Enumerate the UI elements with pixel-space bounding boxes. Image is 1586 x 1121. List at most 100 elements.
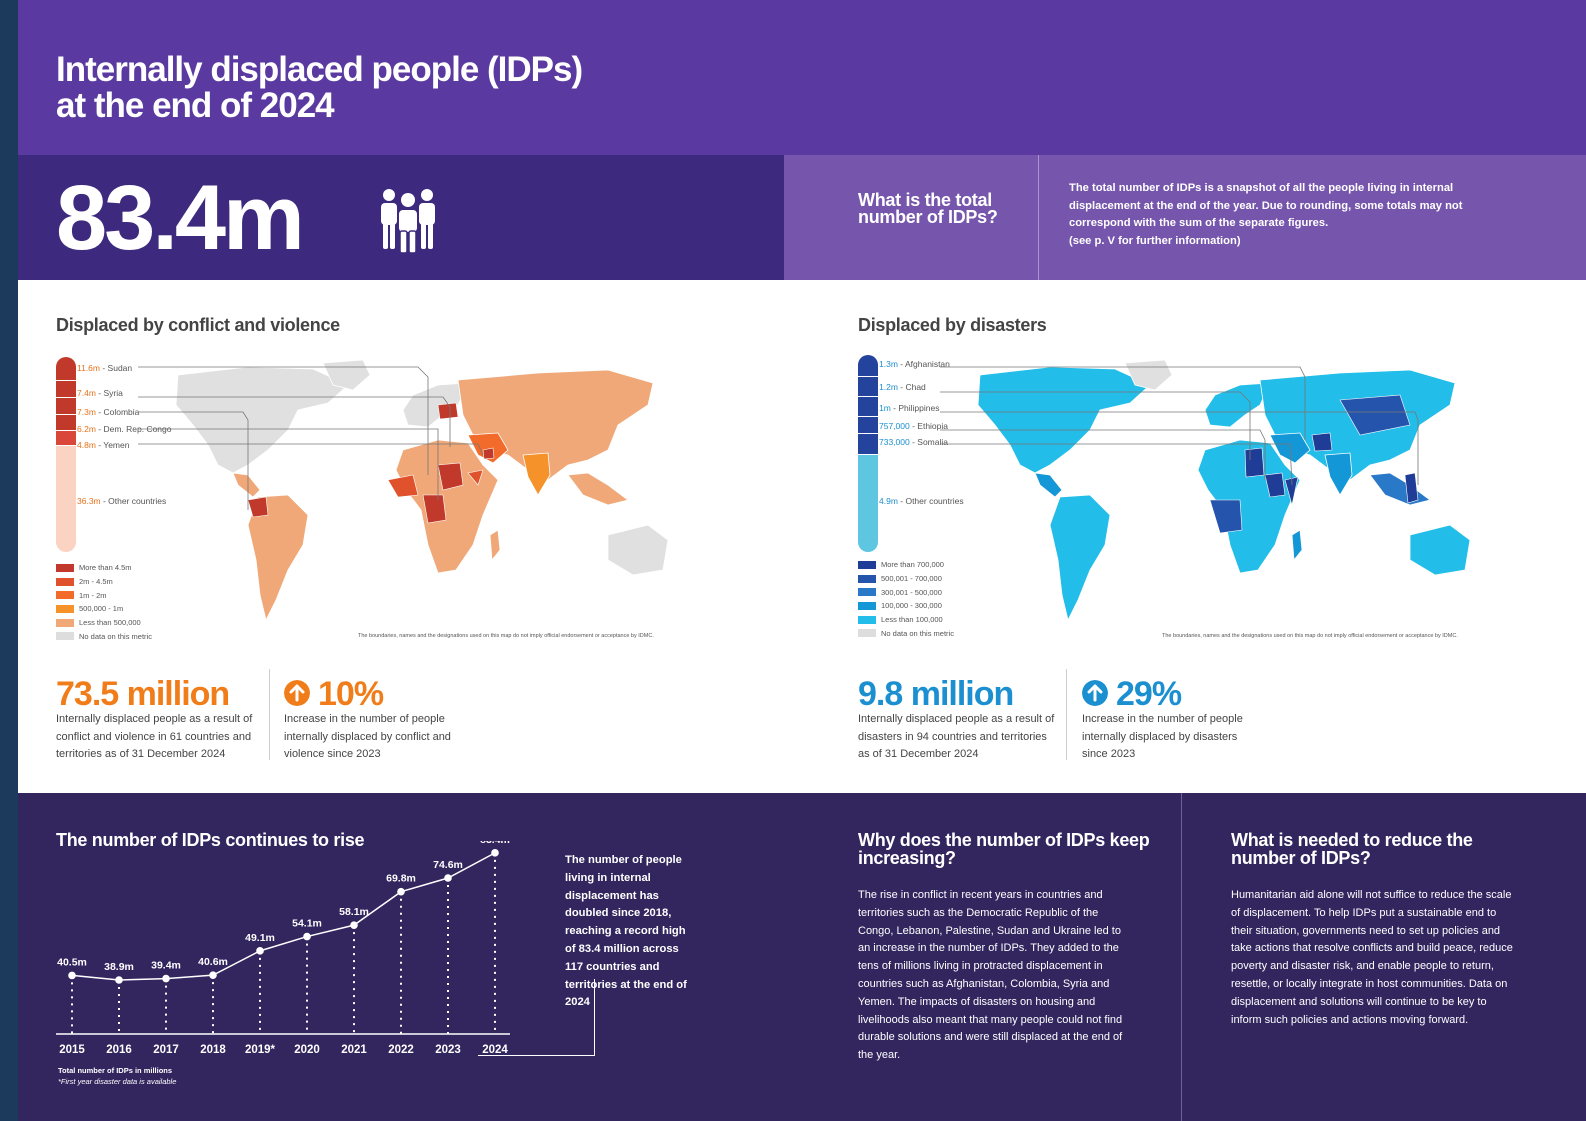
- map-leader-line-2: [940, 411, 1419, 485]
- callout-value: 4.8m: [77, 440, 96, 450]
- conflict-stack-drc: [56, 415, 76, 431]
- legend-swatch: [56, 604, 74, 613]
- arrow-up-icon: [284, 680, 310, 706]
- callout-value: 1.3m: [879, 359, 898, 369]
- legend-label: 500,001 - 700,000: [881, 574, 942, 584]
- callout-disasters-5: 4.9m - Other countries: [879, 496, 964, 506]
- map-region-namerica: [977, 366, 1151, 474]
- disasters-change-text: Increase in the number of people interna…: [1082, 713, 1243, 760]
- legend-item: 1m - 2m: [56, 588, 152, 602]
- legend-swatch: [858, 615, 876, 624]
- map-region-samerica: [1049, 494, 1111, 622]
- chart-callout-connector: [478, 979, 595, 1056]
- map-region-australia: [607, 524, 669, 576]
- map-leader-line-3: [940, 429, 1266, 480]
- conflict-total-value: 73.5 million: [56, 675, 230, 713]
- map-region-europe: [1204, 382, 1271, 428]
- chart-point: [209, 971, 217, 979]
- conflict-change-text: Increase in the number of people interna…: [284, 713, 451, 760]
- why-title: Why does the number of IDPs keep increas…: [858, 830, 1150, 868]
- callout-conflict-0: 11.6m - Sudan: [77, 363, 132, 373]
- legend-item: 100,000 - 300,000: [858, 599, 954, 613]
- needed-text: Humanitarian aid alone will not suffice …: [1231, 889, 1513, 1026]
- chart-point: [350, 921, 358, 929]
- chart-x-tick-label: 2016: [106, 1044, 132, 1056]
- needed-title: What is needed to reduce the number of I…: [1231, 830, 1473, 868]
- legend-label: More than 700,000: [881, 560, 944, 570]
- map-highlight-1: [1264, 472, 1286, 498]
- map-leader-line-1: [138, 396, 451, 447]
- disasters-change-value: 29%: [1116, 675, 1182, 713]
- legend-swatch: [56, 618, 74, 627]
- map-region-camerica: [232, 472, 261, 498]
- callout-value: 7.4m: [77, 388, 96, 398]
- map-leader-line-0: [940, 366, 1306, 440]
- bottom-divider: [1181, 793, 1182, 1121]
- callout-disasters-1: 1.2m - Chad: [879, 382, 926, 392]
- map-region-greenland: [1124, 359, 1173, 391]
- legend-item: Less than 500,000: [56, 616, 152, 630]
- page-title: Internally displaced people (IDPs) at th…: [56, 52, 756, 124]
- callout-conflict-2: 7.3m - Colombia: [77, 407, 139, 417]
- header: Internally displaced people (IDPs) at th…: [18, 0, 1586, 155]
- map-region-namerica: [175, 366, 349, 474]
- chart-point: [162, 974, 170, 983]
- callout-value: 757,000: [879, 421, 910, 431]
- legend-swatch: [56, 591, 74, 600]
- info-panel: What is the total number of IDPs? The to…: [784, 155, 1586, 280]
- legend-item: No data on this metric: [858, 626, 954, 640]
- disasters-legend: More than 700,000 500,001 - 700,000 300,00…: [858, 558, 954, 640]
- conflict-stack-yemen: [56, 431, 76, 446]
- legend-label: 100,000 - 300,000: [881, 601, 942, 611]
- info-question: What is the total number of IDPs?: [858, 190, 998, 227]
- chart-data-label: 38.9m: [104, 961, 134, 973]
- callout-value: 7.3m: [77, 407, 96, 417]
- callout-value: 36.3m: [77, 496, 101, 506]
- map-region-seasia: [567, 472, 629, 506]
- legend-swatch: [858, 629, 876, 638]
- legend-label: 2m - 4.5m: [79, 577, 113, 587]
- trend-title: The number of IDPs continues to rise: [56, 830, 365, 850]
- chart-point: [303, 932, 311, 941]
- disasters-stack-philippines: [858, 397, 878, 417]
- legend-label: No data on this metric: [881, 628, 954, 638]
- callout-name: - Dem. Rep. Congo: [95, 424, 172, 434]
- chart-x-tick-label: 2024: [482, 1044, 508, 1056]
- legend-item: Less than 100,000: [858, 613, 954, 627]
- map-highlight-2: [247, 496, 269, 518]
- conflict-title: Displaced by conflict and violence: [56, 315, 340, 335]
- callout-disasters-3: 757,000 - Ethiopia: [879, 421, 948, 431]
- chart-point: [397, 887, 405, 896]
- map-highlight-5: [437, 402, 459, 420]
- disasters-total-text: Internally displaced people as a result …: [858, 713, 1055, 760]
- legend-item: More than 700,000: [858, 558, 954, 572]
- disasters-stack-somalia: [858, 434, 878, 455]
- legend-item: 500,000 - 1m: [56, 602, 152, 616]
- info-text: The total number of IDPs is a snapshot o…: [1069, 180, 1489, 251]
- map-region-mideast: [467, 432, 509, 464]
- callout-conflict-4: 4.8m - Yemen: [77, 440, 129, 450]
- callout-name: - Afghanistan: [897, 359, 950, 369]
- callout-conflict-5: 36.3m - Other countries: [77, 496, 166, 506]
- map-region-madagascar: [489, 529, 501, 562]
- disasters-stack-afghanistan: [858, 355, 878, 377]
- map-highlight-4: [467, 469, 484, 486]
- callout-name: - Other countries: [100, 496, 167, 506]
- chart-x-tick-label: 2018: [200, 1044, 226, 1056]
- callout-name: - Colombia: [95, 407, 140, 417]
- legend-label: Less than 100,000: [881, 615, 943, 625]
- disasters-world-map: [940, 359, 1471, 622]
- map-leader-line-0: [138, 366, 429, 475]
- callout-value: 1m: [879, 403, 891, 413]
- callout-name: - Syria: [95, 388, 123, 398]
- legend-item: 300,001 - 500,000: [858, 585, 954, 599]
- callout-disasters-2: 1m - Philippines: [879, 403, 939, 413]
- map-region-seasia: [1369, 472, 1431, 506]
- chart-x-tick-label: 2017: [153, 1044, 179, 1056]
- legend-swatch: [858, 560, 876, 569]
- callout-name: - Philippines: [890, 403, 940, 413]
- title-line-2: at the end of 2024: [56, 86, 335, 125]
- chart-data-label: 74.6m: [433, 859, 463, 871]
- legend-swatch: [56, 577, 74, 586]
- chart-data-label: 83.4m: [480, 841, 510, 846]
